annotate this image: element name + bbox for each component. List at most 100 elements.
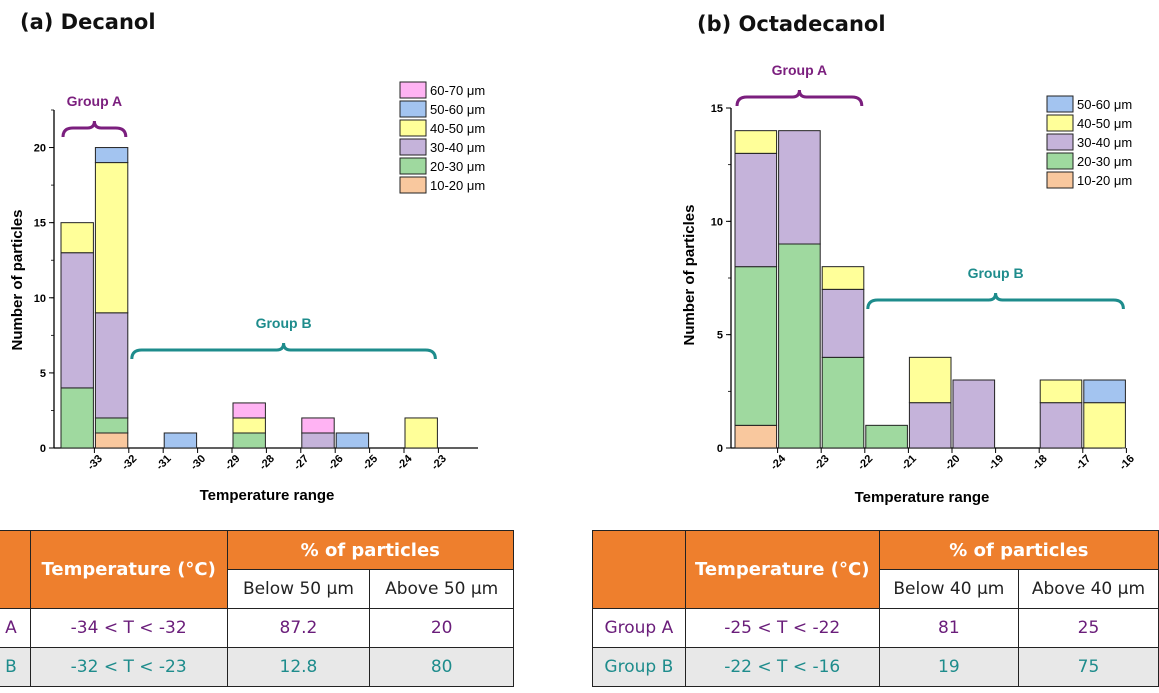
x-tick-label: -30 bbox=[188, 453, 208, 473]
table-b-below-header: Below 40 μm bbox=[878, 569, 1019, 609]
bar-segment bbox=[1083, 379, 1126, 404]
table-b-corner bbox=[592, 530, 686, 609]
group-brace bbox=[61, 120, 128, 138]
legend-swatch bbox=[1046, 95, 1074, 113]
chart-b: 0 5 10 15 -24 -23 -22 -21 -20 -19 -18 -17 -16 Tempera… bbox=[681, 62, 1137, 506]
legend-label: 10-20 μm bbox=[430, 178, 485, 193]
x-tick-label: -29 bbox=[223, 453, 243, 473]
x-tick-label: -17 bbox=[1074, 453, 1094, 473]
bar-segment bbox=[232, 432, 266, 449]
bar-segment bbox=[163, 432, 198, 449]
table-cell-temperature: -25 < T < -22 bbox=[684, 608, 880, 648]
x-tick-label: -24 bbox=[395, 452, 415, 472]
bar-segment bbox=[908, 356, 952, 404]
y-tick-label: 5 bbox=[40, 368, 46, 380]
x-tick-label: -18 bbox=[1030, 453, 1050, 473]
x-tick-label: -27 bbox=[292, 453, 312, 473]
bar-segment bbox=[778, 130, 821, 245]
bar-segment bbox=[821, 288, 865, 358]
x-axis-title: Temperature range bbox=[855, 489, 990, 506]
chart-a-title: (a) Decanol bbox=[20, 10, 156, 34]
table-cell-temperature: -34 < T < -32 bbox=[29, 608, 228, 648]
table-cell-below: 12.8 bbox=[226, 647, 371, 687]
bar-segment bbox=[1039, 402, 1083, 449]
bar-segment bbox=[778, 243, 821, 449]
legend-label: 30-40 μm bbox=[430, 140, 485, 155]
table-a-percent-header: % of particles bbox=[226, 530, 515, 570]
y-axis-title: Number of particles bbox=[9, 210, 26, 351]
bar-segment bbox=[94, 432, 129, 449]
legend-swatch bbox=[1046, 152, 1074, 170]
table-a-below-header: Below 50 μm bbox=[226, 569, 371, 609]
chart-b-title: (b) Octadecanol bbox=[697, 12, 886, 36]
x-tick-label: -16 bbox=[1117, 453, 1137, 473]
bar-segment bbox=[335, 432, 370, 449]
bar-segment bbox=[60, 222, 94, 254]
bar-segment bbox=[301, 417, 335, 434]
y-tick-label: 20 bbox=[34, 143, 46, 155]
legend-swatch bbox=[399, 176, 427, 194]
y-axis-title: Number of particles bbox=[681, 205, 698, 346]
legend-swatch bbox=[1046, 114, 1074, 132]
x-tick-label: -25 bbox=[360, 453, 380, 473]
y-tick-label: 0 bbox=[40, 443, 46, 455]
table-b-temp-header: Temperature (°C) bbox=[684, 530, 880, 609]
legend-swatch bbox=[399, 100, 427, 118]
table-cell-above: 20 bbox=[369, 608, 514, 648]
table-cell-group: Group B bbox=[592, 647, 686, 687]
table-cell-above: 25 bbox=[1017, 608, 1159, 648]
y-tick-label: 15 bbox=[34, 218, 46, 230]
bar-segment bbox=[821, 266, 865, 290]
bar-segment bbox=[232, 417, 266, 434]
table-cell-group: Group B bbox=[0, 647, 31, 687]
x-tick-label: -22 bbox=[856, 453, 876, 473]
bar-segment bbox=[404, 417, 438, 449]
bar-segment bbox=[94, 417, 129, 434]
table-cell-below: 87.2 bbox=[226, 608, 371, 648]
table-b-above-header: Above 40 μm bbox=[1017, 569, 1159, 609]
table-cell-temperature: -32 < T < -23 bbox=[29, 647, 228, 687]
legend-swatch bbox=[399, 157, 427, 175]
bar-segment bbox=[734, 130, 778, 154]
bar-segment bbox=[60, 387, 94, 449]
results-table-b: Temperature (°C) % of particles Below 40… bbox=[592, 530, 1159, 687]
x-axis-title: Temperature range bbox=[200, 487, 335, 504]
legend-label: 50-60 μm bbox=[1077, 97, 1132, 112]
legend-label: 20-30 μm bbox=[430, 159, 485, 174]
table-a-corner bbox=[0, 530, 31, 609]
group-label: Group B bbox=[968, 265, 1024, 281]
bar-segment bbox=[908, 402, 952, 449]
results-table-a: Temperature (°C) % of particles Below 50… bbox=[0, 530, 515, 687]
legend-swatch bbox=[399, 81, 427, 99]
legend-label: 30-40 μm bbox=[1077, 135, 1132, 150]
bar-segment bbox=[734, 152, 778, 268]
bar-segment bbox=[865, 424, 908, 449]
bar-segment bbox=[1083, 402, 1126, 449]
table-cell-below: 81 bbox=[878, 608, 1019, 648]
bar-segment bbox=[60, 252, 94, 389]
legend-label: 10-20 μm bbox=[1077, 173, 1132, 188]
legend-label: 20-30 μm bbox=[1077, 154, 1132, 169]
x-tick-label: -31 bbox=[154, 453, 174, 473]
y-tick-label: 10 bbox=[711, 216, 723, 228]
x-tick-label: -23 bbox=[429, 453, 449, 473]
legend-swatch bbox=[1046, 133, 1074, 151]
x-tick-label: -24 bbox=[768, 452, 788, 472]
group-label: Group A bbox=[772, 62, 827, 78]
legend-swatch bbox=[399, 119, 427, 137]
group-brace bbox=[735, 89, 864, 107]
table-row: Group A -34 < T < -32 87.2 20 bbox=[0, 608, 514, 648]
x-tick-label: -19 bbox=[986, 453, 1006, 473]
table-cell-group: Group A bbox=[0, 608, 31, 648]
x-tick-label: -23 bbox=[812, 453, 832, 473]
legend-swatch bbox=[399, 138, 427, 156]
table-cell-temperature: -22 < T < -16 bbox=[684, 647, 880, 687]
legend-label: 60-70 μm bbox=[430, 83, 485, 98]
group-label: Group A bbox=[67, 93, 122, 109]
table-b-clip: Temperature (°C) % of particles Below 40… bbox=[592, 530, 1159, 693]
table-cell-below: 19 bbox=[878, 647, 1019, 687]
group-label: Group B bbox=[256, 315, 312, 331]
group-brace bbox=[130, 342, 437, 360]
table-a-above-header: Above 50 μm bbox=[369, 569, 514, 609]
bar-segment bbox=[94, 147, 129, 164]
